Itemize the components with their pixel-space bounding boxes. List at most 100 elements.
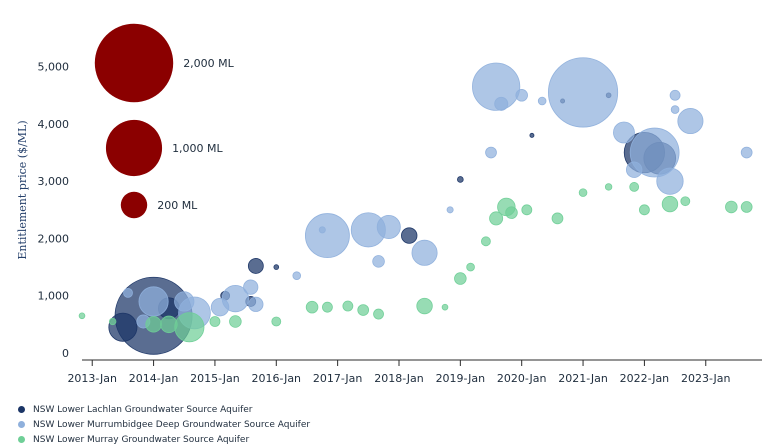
data-bubble (740, 201, 753, 213)
data-bubble (416, 297, 433, 315)
y-tick-label: 1,000 (38, 290, 70, 303)
data-bubble (725, 200, 738, 214)
legend-item: NSW Lower Murrumbidgee Deep Groundwater … (18, 417, 310, 432)
data-bubble (372, 255, 385, 268)
data-bubble (625, 161, 643, 178)
data-bubble (292, 271, 302, 280)
x-tick-label: 2018-Jan (374, 372, 424, 385)
data-bubble (401, 227, 418, 244)
data-bubble (578, 188, 588, 197)
x-tick-label: 2022-Jan (620, 372, 670, 385)
data-bubble (677, 108, 704, 135)
legend-label: NSW Lower Murray Groundwater Source Aqui… (33, 434, 250, 445)
size-reference-bubble (120, 191, 148, 219)
data-bubble (138, 286, 169, 317)
data-bubble (145, 316, 162, 333)
y-tick-label: 3,000 (38, 175, 70, 188)
series-group (78, 182, 753, 343)
data-bubble (457, 176, 464, 183)
size-reference-label: 200 ML (157, 199, 198, 212)
x-tick-label: 2019-Jan (436, 372, 486, 385)
data-bubble (680, 196, 691, 207)
x-tick-label: 2014-Jan (129, 372, 179, 385)
data-bubble (454, 272, 467, 285)
data-bubble (489, 211, 504, 226)
data-bubble (271, 316, 282, 327)
data-bubble (248, 296, 264, 312)
data-bubble (108, 312, 138, 342)
x-tick-label: 2020-Jan (497, 372, 547, 385)
data-bubble (505, 206, 518, 219)
data-bubble (481, 236, 491, 247)
data-bubble (322, 301, 333, 313)
data-bubble (174, 312, 205, 343)
size-reference-label: 2,000 ML (183, 57, 234, 70)
data-bubble (670, 105, 680, 114)
y-tick-label: 5,000 (38, 61, 70, 74)
legend-item: NSW Lower Lachlan Groundwater Source Aqu… (18, 402, 310, 417)
data-bubble (661, 195, 679, 213)
data-bubble (613, 121, 635, 144)
x-axis: 2013-Jan 2014-Jan 2015-Jan 2016-Jan 2017-Jan… (67, 359, 762, 385)
bubble-chart: 0 1,000 2,000 3,000 4,000 5,000 2013-Jan 2014-… (16, 23, 762, 385)
data-bubble (357, 304, 370, 316)
y-axis-label: Entitlement price ($/ML) (16, 120, 29, 259)
data-bubble (342, 300, 354, 312)
data-bubble (411, 239, 438, 266)
data-bubble (472, 62, 521, 111)
data-bubble (229, 315, 242, 328)
data-bubble (376, 214, 401, 240)
x-tick-label: 2013-Jan (67, 372, 117, 385)
data-bubble (629, 127, 680, 178)
data-bubble (247, 258, 264, 274)
x-tick-label: 2021-Jan (558, 372, 608, 385)
data-bubble (174, 291, 195, 312)
data-bubble (441, 303, 449, 311)
data-bubble (273, 264, 280, 270)
data-bubble (123, 287, 133, 298)
y-tick-label: 4,000 (38, 118, 70, 131)
y-tick-label: 2,000 (38, 232, 70, 245)
data-bubble (108, 317, 117, 326)
data-bubble (466, 262, 475, 272)
plot-area (78, 57, 753, 355)
data-bubble (373, 308, 384, 320)
legend-marker (18, 436, 25, 443)
data-bubble (521, 204, 533, 216)
data-bubble (243, 279, 259, 295)
data-bubble (604, 183, 613, 191)
data-bubble (537, 96, 547, 106)
size-reference-bubble (94, 23, 174, 103)
data-bubble (494, 96, 509, 111)
legend-marker (18, 406, 25, 413)
legend-label: NSW Lower Murrumbidgee Deep Groundwater … (33, 419, 311, 430)
series-group (123, 57, 753, 330)
x-tick-label: 2016-Jan (252, 372, 302, 385)
legend-marker (18, 421, 25, 428)
data-bubble (305, 213, 350, 259)
data-bubble (305, 300, 319, 314)
data-bubble (547, 57, 619, 128)
x-tick-label: 2017-Jan (313, 372, 363, 385)
y-axis: 0 1,000 2,000 3,000 4,000 5,000 (38, 61, 70, 360)
data-bubble (639, 204, 650, 216)
x-tick-label: 2023-Jan (681, 372, 731, 385)
x-tick-label: 2015-Jan (190, 372, 240, 385)
data-bubble (446, 206, 454, 214)
legend-item: NSW Lower Murray Groundwater Source Aqui… (18, 432, 310, 447)
legend: NSW Lower Lachlan Groundwater Source Aqu… (18, 402, 310, 447)
data-bubble (629, 182, 640, 192)
data-bubble (78, 312, 86, 320)
data-bubble (318, 226, 326, 234)
size-reference-bubble (105, 119, 163, 177)
data-bubble (740, 146, 753, 159)
data-bubble (669, 89, 681, 101)
data-bubble (515, 89, 528, 102)
data-bubble (529, 132, 535, 138)
data-bubble (209, 316, 221, 327)
data-bubble (551, 212, 564, 225)
size-reference: 2,000 ML 1,000 ML 200 ML (94, 23, 235, 219)
data-bubble (160, 315, 178, 334)
data-bubble (656, 167, 684, 195)
size-reference-label: 1,000 ML (172, 142, 223, 155)
